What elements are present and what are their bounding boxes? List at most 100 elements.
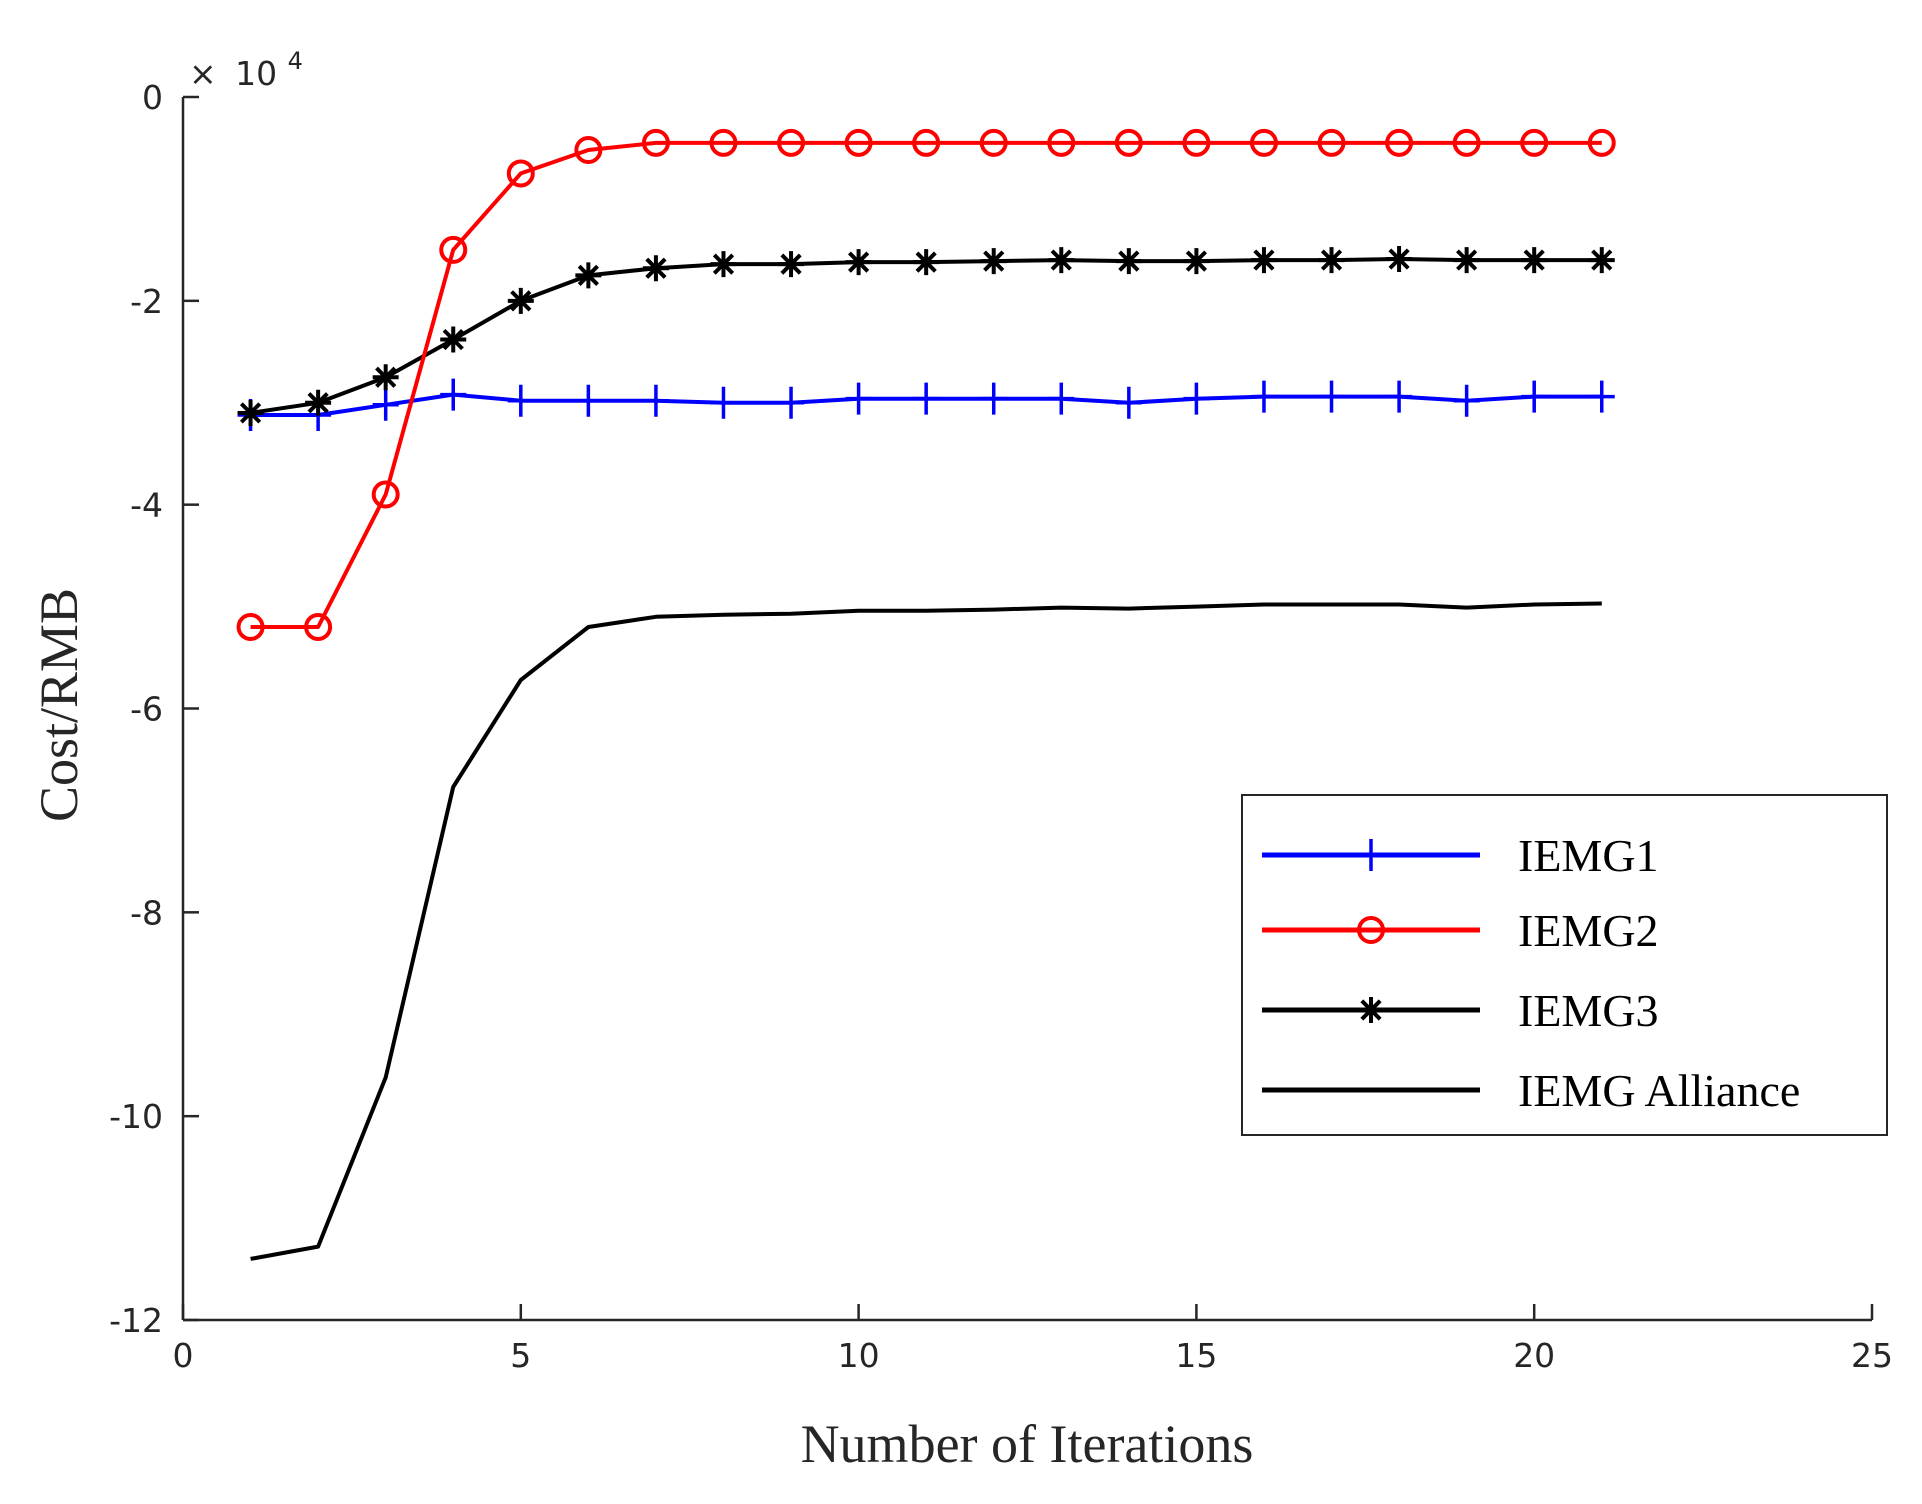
data-point: [1521, 380, 1548, 413]
data-point: [372, 388, 399, 421]
data-point: [574, 135, 603, 164]
data-point: [1250, 247, 1277, 274]
data-point: [1588, 380, 1615, 413]
data-point: [1317, 128, 1346, 157]
data-point: [371, 480, 400, 509]
data-point: [440, 326, 467, 353]
data-point: [575, 262, 602, 289]
data-point: [980, 248, 1007, 275]
series-iemg2: [236, 128, 1616, 641]
data-point: [913, 249, 940, 276]
data-point: [1048, 382, 1075, 415]
data-point: [1386, 380, 1413, 413]
data-point: [709, 128, 738, 157]
data-point: [237, 399, 264, 426]
data-point: [507, 287, 534, 314]
data-point: [1318, 380, 1345, 413]
data-point: [304, 612, 333, 641]
legend-marker: [1358, 997, 1384, 1023]
legend-entry: IEMG2: [1262, 905, 1659, 956]
x-tick-label: 20: [1513, 1336, 1555, 1375]
x-ticks: 0 5 10 15 20 25: [173, 1304, 1893, 1375]
legend-label: IEMG1: [1518, 830, 1659, 881]
data-point: [778, 386, 805, 419]
data-point: [1183, 248, 1210, 275]
plot-area: 0 -2 -4 -6 -8 -10 -12 0 5 10 15 20 25: [109, 78, 1893, 1375]
data-point: [372, 364, 399, 391]
data-point: [1521, 247, 1548, 274]
data-point: [1385, 128, 1414, 157]
series-iemg-alliance: [250, 601, 1602, 1261]
y-axis-multiplier: × 10 4: [189, 47, 303, 93]
data-point: [1453, 384, 1480, 417]
data-point: [1249, 128, 1278, 157]
legend-entries: IEMG1 IEMG2 IEMG3 IEMG Alliance: [1262, 830, 1800, 1116]
y-tick-label: -6: [130, 690, 163, 729]
data-point: [1520, 128, 1549, 157]
data-point: [1048, 247, 1075, 274]
y-tick-label: -8: [130, 893, 163, 932]
y-tick-label: -2: [130, 282, 163, 321]
series-line: [250, 601, 1602, 1261]
legend-label: IEMG3: [1518, 985, 1659, 1036]
data-point: [641, 128, 670, 157]
data-point: [1047, 128, 1076, 157]
y-tick-label: 0: [142, 78, 163, 117]
legend-marker: [1357, 916, 1385, 944]
data-point: [440, 378, 467, 411]
x-tick-label: 15: [1175, 1336, 1217, 1375]
data-point: [979, 128, 1008, 157]
data-point: [1183, 382, 1210, 415]
data-point: [1386, 246, 1413, 273]
data-point: [777, 128, 806, 157]
data-point: [845, 382, 872, 415]
legend-entry: IEMG Alliance: [1262, 1065, 1800, 1116]
series-layer: [236, 128, 1616, 1261]
data-point: [912, 128, 941, 157]
data-point: [1452, 128, 1481, 157]
data-point: [710, 251, 737, 278]
series-iemg3: [237, 246, 1615, 426]
legend-box: [1241, 794, 1888, 1136]
legend-marker: [1358, 839, 1384, 871]
x-tick-label: 5: [510, 1336, 531, 1375]
x-tick-label: 0: [173, 1336, 194, 1375]
data-point: [507, 384, 534, 417]
x-tick-label: 10: [838, 1336, 880, 1375]
legend-entry: IEMG3: [1262, 985, 1659, 1036]
data-point: [1115, 248, 1142, 275]
data-point: [1588, 247, 1615, 274]
y-tick-label: -10: [109, 1097, 163, 1136]
x-tick-label: 25: [1851, 1336, 1893, 1375]
data-point: [980, 382, 1007, 415]
y-tick-label: -12: [109, 1301, 163, 1340]
series-line: [250, 140, 1602, 629]
data-point: [305, 389, 332, 416]
data-point: [845, 249, 872, 276]
data-point: [642, 384, 669, 417]
data-point: [642, 255, 669, 282]
legend-label: IEMG Alliance: [1518, 1065, 1800, 1116]
y-axis-title: Cost/RMB: [29, 588, 89, 822]
data-point: [439, 235, 468, 264]
legend: IEMG1 IEMG2 IEMG3 IEMG Alliance: [1241, 794, 1888, 1136]
data-point: [710, 386, 737, 419]
data-point: [913, 382, 940, 415]
legend-label: IEMG2: [1518, 905, 1659, 956]
data-point: [1587, 128, 1616, 157]
data-point: [1114, 128, 1143, 157]
data-point: [236, 612, 265, 641]
data-point: [506, 159, 535, 188]
data-point: [1318, 247, 1345, 274]
data-point: [1453, 247, 1480, 274]
legend-entry: IEMG1: [1262, 830, 1659, 881]
y-ticks: 0 -2 -4 -6 -8 -10 -12: [109, 78, 199, 1340]
y-tick-label: -4: [130, 486, 163, 525]
data-point: [778, 251, 805, 278]
data-point: [1115, 386, 1142, 419]
data-point: [844, 128, 873, 157]
data-point: [1182, 128, 1211, 157]
data-point: [1250, 380, 1277, 413]
series-iemg1: [237, 378, 1615, 431]
